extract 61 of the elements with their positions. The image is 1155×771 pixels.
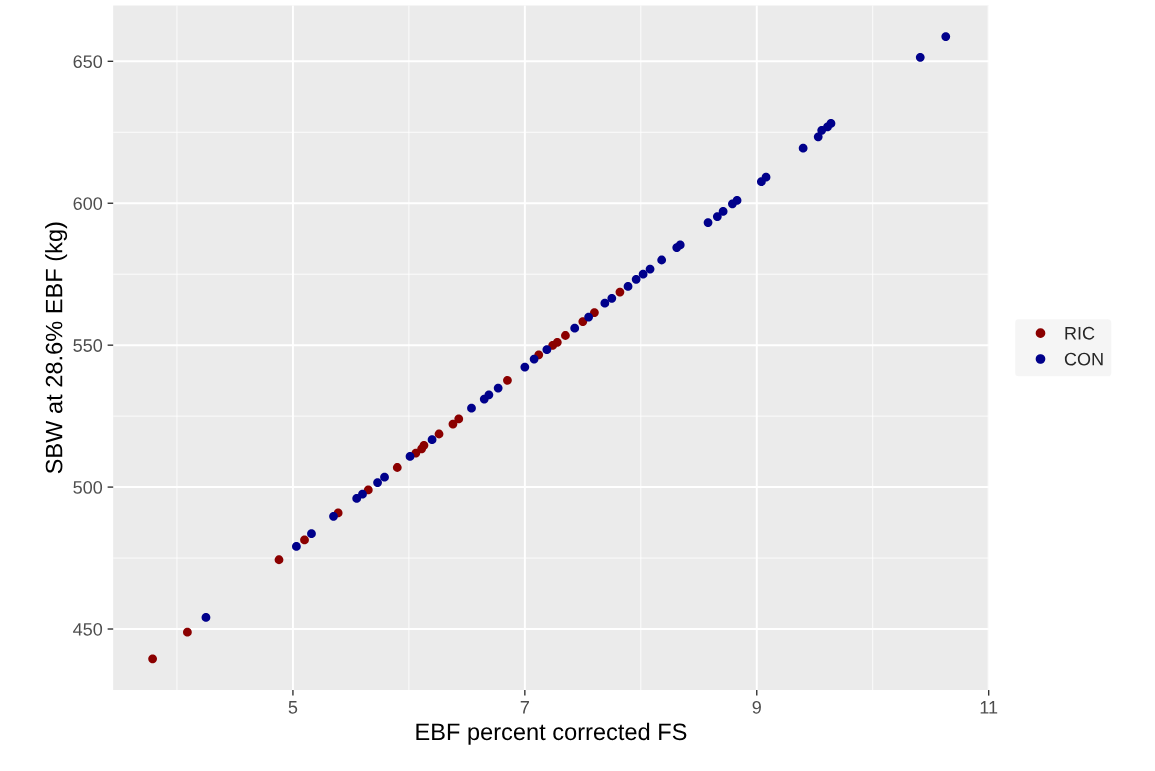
point xyxy=(358,489,367,499)
point xyxy=(300,535,309,545)
y-tick-label: 500 xyxy=(73,481,103,494)
point xyxy=(484,390,494,400)
x-tick-label: 5 xyxy=(288,701,298,714)
point xyxy=(148,654,158,664)
point xyxy=(352,494,362,503)
point xyxy=(454,414,464,424)
point xyxy=(941,32,951,42)
point xyxy=(405,452,415,461)
point xyxy=(584,312,594,322)
point xyxy=(292,542,301,551)
point xyxy=(607,293,617,303)
point xyxy=(718,207,728,216)
point xyxy=(712,212,722,221)
x-tick-label: 7 xyxy=(520,701,529,714)
point xyxy=(623,282,633,291)
point xyxy=(590,308,599,317)
x-axis-title: EBF percent corrected FS xyxy=(416,722,687,745)
point xyxy=(542,345,552,355)
point xyxy=(493,383,503,393)
point xyxy=(373,478,382,487)
point xyxy=(798,143,808,153)
point xyxy=(434,429,444,439)
point xyxy=(561,331,570,340)
y-tick-label: 600 xyxy=(73,197,103,210)
point xyxy=(529,354,539,364)
point xyxy=(329,511,338,521)
point xyxy=(578,317,588,326)
point xyxy=(427,435,437,445)
point xyxy=(761,172,771,182)
point xyxy=(419,440,429,450)
point xyxy=(380,472,389,482)
point xyxy=(645,264,655,274)
point xyxy=(183,627,192,637)
legend-label: CON xyxy=(1064,352,1103,366)
point xyxy=(600,298,610,308)
point xyxy=(520,362,530,372)
y-axis-title: SBW at 28.6% EBF (kg) xyxy=(45,222,68,474)
point xyxy=(392,463,402,472)
point xyxy=(467,403,476,413)
point xyxy=(615,287,625,297)
y-tick-label: 450 xyxy=(73,622,103,636)
point xyxy=(307,529,316,539)
point xyxy=(638,269,648,279)
legend-label: RIC xyxy=(1065,326,1095,340)
y-tick-label: 550 xyxy=(73,339,103,352)
point xyxy=(732,196,742,205)
point xyxy=(201,612,211,622)
point xyxy=(915,52,925,62)
point xyxy=(552,337,562,347)
point xyxy=(703,218,713,227)
point xyxy=(503,375,512,385)
point xyxy=(657,255,667,265)
point xyxy=(826,119,836,128)
x-tick-label: 9 xyxy=(752,700,761,714)
point xyxy=(570,323,580,333)
point xyxy=(274,555,284,565)
point xyxy=(631,274,641,284)
x-tick-label: 11 xyxy=(980,701,998,714)
y-tick-label: 650 xyxy=(73,55,103,69)
